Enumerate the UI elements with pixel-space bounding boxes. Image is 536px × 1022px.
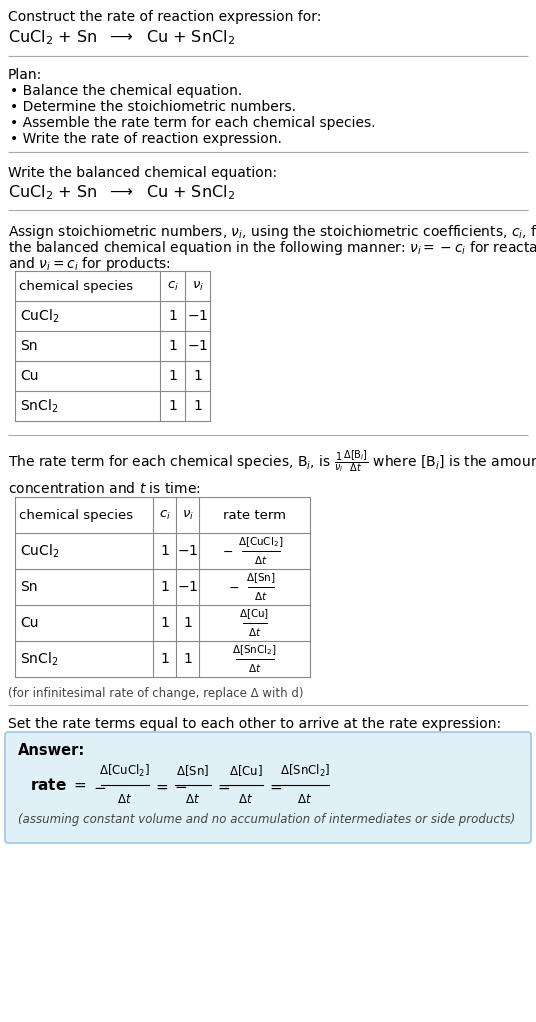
Text: 1: 1 [160, 652, 169, 666]
Text: $-$: $-$ [93, 779, 106, 793]
Text: $-1$: $-1$ [187, 309, 208, 323]
Text: Sn: Sn [20, 339, 38, 353]
Text: • Balance the chemical equation.: • Balance the chemical equation. [10, 84, 242, 98]
Text: $=$: $=$ [267, 779, 283, 793]
Text: rate $=$: rate $=$ [30, 777, 87, 793]
Text: 1: 1 [193, 399, 202, 413]
Text: chemical species: chemical species [19, 279, 133, 292]
Text: $\Delta t$: $\Delta t$ [239, 792, 254, 805]
Text: SnCl$_2$: SnCl$_2$ [20, 650, 58, 667]
Text: The rate term for each chemical species, B$_i$, is $\frac{1}{\nu_i}\frac{\Delta[: The rate term for each chemical species,… [8, 449, 536, 475]
Text: $\Delta t$: $\Delta t$ [117, 792, 132, 805]
Text: $\Delta[\mathrm{Sn}]$: $\Delta[\mathrm{Sn}]$ [176, 763, 210, 779]
Text: and $\nu_i = c_i$ for products:: and $\nu_i = c_i$ for products: [8, 256, 171, 273]
Text: Construct the rate of reaction expression for:: Construct the rate of reaction expressio… [8, 10, 322, 24]
Text: $\Delta[\mathrm{CuCl_2}]$: $\Delta[\mathrm{CuCl_2}]$ [100, 763, 151, 779]
Text: $\Delta[\mathrm{Sn}]$: $\Delta[\mathrm{Sn}]$ [245, 571, 276, 585]
Text: $\Delta[\mathrm{SnCl_2}]$: $\Delta[\mathrm{SnCl_2}]$ [280, 763, 330, 779]
Text: Cu: Cu [20, 369, 39, 383]
Text: • Write the rate of reaction expression.: • Write the rate of reaction expression. [10, 132, 282, 146]
Text: CuCl$_2$ + Sn  $\longrightarrow$  Cu + SnCl$_2$: CuCl$_2$ + Sn $\longrightarrow$ Cu + SnC… [8, 183, 235, 201]
Text: 1: 1 [183, 616, 192, 630]
Text: $\Delta[\mathrm{CuCl_2}]$: $\Delta[\mathrm{CuCl_2}]$ [238, 536, 283, 549]
Text: 1: 1 [183, 652, 192, 666]
Text: 1: 1 [193, 369, 202, 383]
Text: Cu: Cu [20, 616, 39, 630]
Text: 1: 1 [168, 369, 177, 383]
Text: $\Delta[\mathrm{Cu}]$: $\Delta[\mathrm{Cu}]$ [229, 763, 263, 779]
Text: $-$: $-$ [222, 545, 233, 557]
Text: $-$: $-$ [228, 580, 239, 594]
Text: $\Delta t$: $\Delta t$ [185, 792, 200, 805]
Text: $\nu_i$: $\nu_i$ [182, 509, 193, 521]
Text: $-1$: $-1$ [187, 339, 208, 353]
Text: $\Delta t$: $\Delta t$ [254, 554, 267, 566]
Text: 1: 1 [168, 399, 177, 413]
Text: $c_i$: $c_i$ [167, 279, 178, 292]
Text: CuCl$_2$: CuCl$_2$ [20, 543, 59, 560]
Text: SnCl$_2$: SnCl$_2$ [20, 398, 58, 415]
Text: $\Delta t$: $\Delta t$ [254, 590, 267, 602]
Text: Plan:: Plan: [8, 68, 42, 82]
Text: $\Delta t$: $\Delta t$ [297, 792, 312, 805]
Text: chemical species: chemical species [19, 509, 133, 521]
Text: $=$: $=$ [215, 779, 231, 793]
Text: Sn: Sn [20, 580, 38, 594]
Text: Set the rate terms equal to each other to arrive at the rate expression:: Set the rate terms equal to each other t… [8, 717, 501, 731]
Text: (for infinitesimal rate of change, replace Δ with d): (for infinitesimal rate of change, repla… [8, 687, 303, 700]
Text: (assuming constant volume and no accumulation of intermediates or side products): (assuming constant volume and no accumul… [18, 812, 515, 826]
Text: $\Delta[\mathrm{SnCl_2}]$: $\Delta[\mathrm{SnCl_2}]$ [232, 643, 277, 657]
Text: concentration and $t$ is time:: concentration and $t$ is time: [8, 481, 200, 496]
Text: • Determine the stoichiometric numbers.: • Determine the stoichiometric numbers. [10, 100, 296, 114]
Text: $-1$: $-1$ [177, 544, 198, 558]
Text: • Assemble the rate term for each chemical species.: • Assemble the rate term for each chemic… [10, 117, 376, 130]
Text: $\Delta[\mathrm{Cu}]$: $\Delta[\mathrm{Cu}]$ [240, 607, 270, 621]
Text: $c_i$: $c_i$ [159, 509, 170, 521]
Text: 1: 1 [168, 309, 177, 323]
Text: Answer:: Answer: [18, 743, 85, 758]
Text: the balanced chemical equation in the following manner: $\nu_i = -c_i$ for react: the balanced chemical equation in the fo… [8, 239, 536, 257]
Text: CuCl$_2$ + Sn  $\longrightarrow$  Cu + SnCl$_2$: CuCl$_2$ + Sn $\longrightarrow$ Cu + SnC… [8, 28, 235, 47]
Text: $= -$: $= -$ [153, 779, 188, 793]
Text: $\Delta t$: $\Delta t$ [248, 626, 261, 638]
FancyBboxPatch shape [5, 732, 531, 843]
Text: Assign stoichiometric numbers, $\nu_i$, using the stoichiometric coefficients, $: Assign stoichiometric numbers, $\nu_i$, … [8, 223, 536, 241]
Text: 1: 1 [160, 616, 169, 630]
Text: $\Delta t$: $\Delta t$ [248, 662, 261, 673]
Text: 1: 1 [160, 544, 169, 558]
Text: 1: 1 [160, 580, 169, 594]
Text: Write the balanced chemical equation:: Write the balanced chemical equation: [8, 166, 277, 180]
Text: CuCl$_2$: CuCl$_2$ [20, 308, 59, 325]
Text: $-1$: $-1$ [177, 580, 198, 594]
Text: $\nu_i$: $\nu_i$ [191, 279, 204, 292]
Text: 1: 1 [168, 339, 177, 353]
Text: rate term: rate term [223, 509, 286, 521]
